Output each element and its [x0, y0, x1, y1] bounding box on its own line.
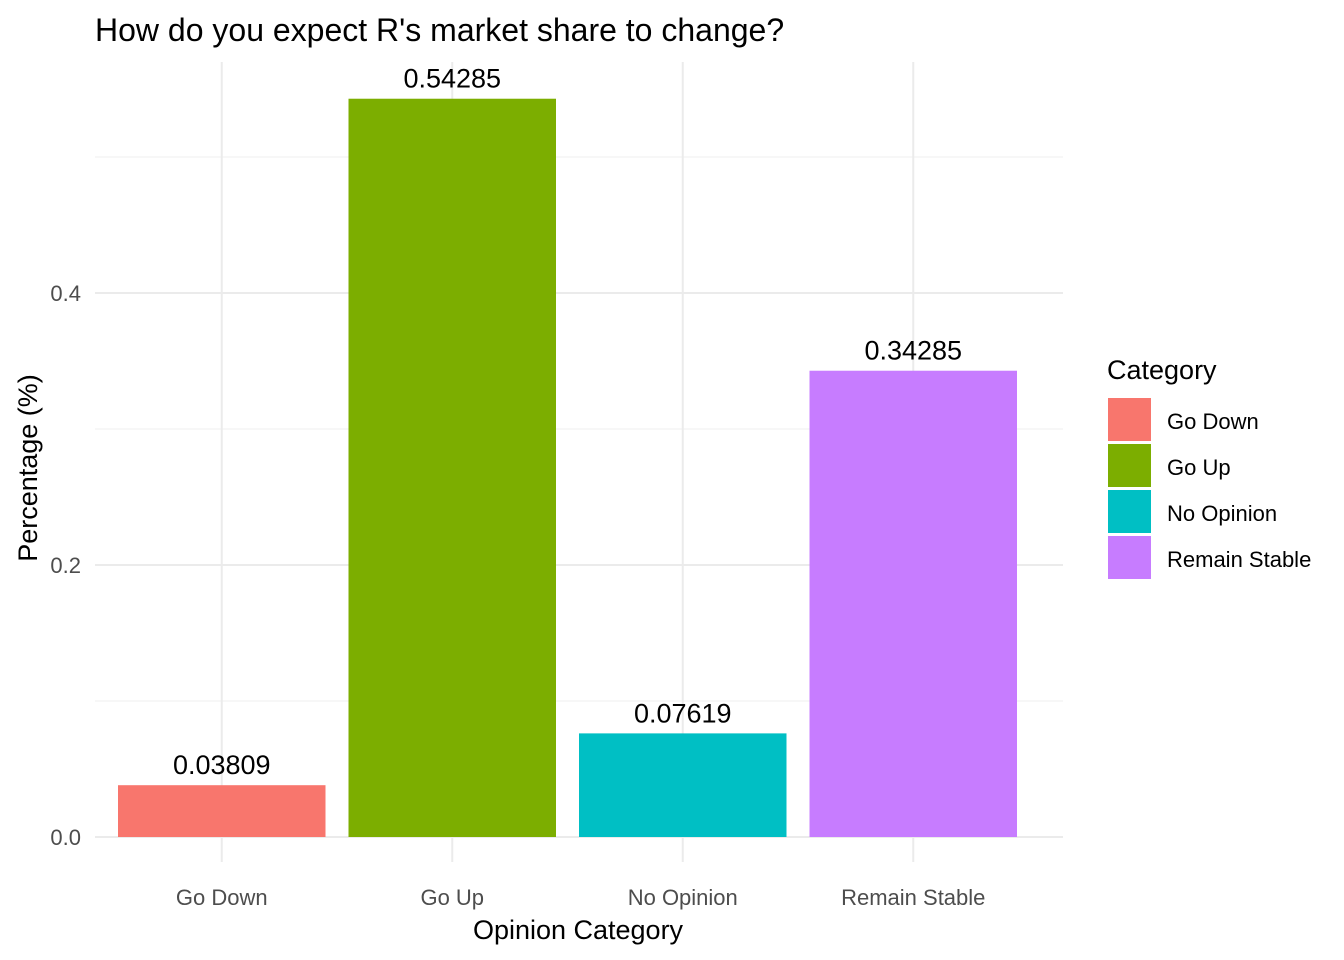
data-label-no-opinion: 0.07619 — [634, 698, 732, 728]
data-labels: 0.03809 0.54285 0.07619 0.34285 — [173, 64, 962, 780]
legend-key-remain-stable — [1108, 536, 1151, 579]
x-axis-ticks: Go Down Go Up No Opinion Remain Stable — [176, 885, 986, 910]
legend-label-remain-stable: Remain Stable — [1167, 547, 1311, 572]
y-axis-title: Percentage (%) — [13, 374, 43, 562]
bar-no-opinion — [579, 733, 787, 837]
legend-key-go-down — [1108, 398, 1151, 441]
bar-go-down — [118, 785, 326, 837]
legend-items: Go Down Go Up No Opinion Remain Stable — [1108, 398, 1311, 579]
data-label-go-up: 0.54285 — [403, 64, 501, 94]
legend-key-go-up — [1108, 444, 1151, 487]
bar-go-up — [348, 98, 556, 837]
chart-title: How do you expect R's market share to ch… — [95, 12, 784, 48]
legend-label-go-up: Go Up — [1167, 455, 1231, 480]
x-tick-label: Remain Stable — [841, 885, 985, 910]
bars — [118, 98, 1017, 837]
bar-remain-stable — [809, 370, 1017, 837]
legend-title: Category — [1107, 355, 1217, 385]
y-tick-label: 0.2 — [50, 553, 81, 578]
x-tick-label: No Opinion — [628, 885, 738, 910]
y-tick-label: 0.4 — [50, 281, 81, 306]
data-label-go-down: 0.03809 — [173, 750, 271, 780]
x-tick-label: Go Down — [176, 885, 268, 910]
y-tick-label: 0.0 — [50, 825, 81, 850]
y-axis-ticks: 0.0 0.2 0.4 — [50, 281, 81, 850]
data-label-remain-stable: 0.34285 — [864, 336, 962, 366]
legend-label-no-opinion: No Opinion — [1167, 501, 1277, 526]
legend: Category Go Down Go Up No Opinion Remain St… — [1107, 355, 1311, 579]
x-tick-label: Go Up — [420, 885, 484, 910]
legend-key-no-opinion — [1108, 490, 1151, 533]
legend-label-go-down: Go Down — [1167, 409, 1259, 434]
x-axis-title: Opinion Category — [473, 915, 684, 945]
